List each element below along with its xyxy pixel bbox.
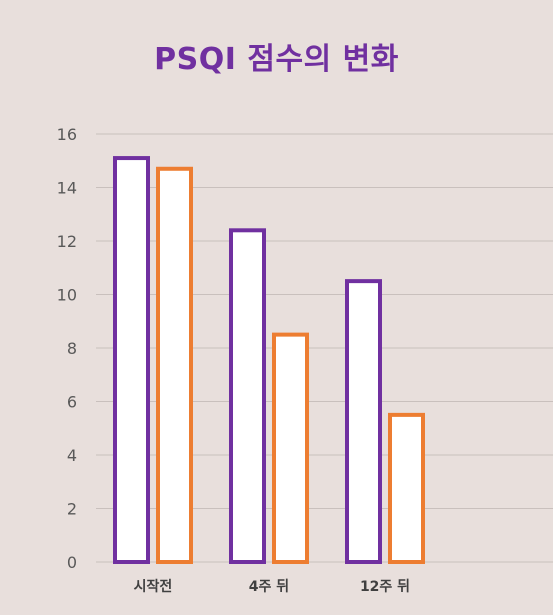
y-tick-label: 14	[57, 179, 77, 198]
y-tick-label: 4	[67, 446, 77, 465]
x-axis-labels: 시작전 4주 뒤 12주 뒤	[134, 578, 410, 595]
y-tick-label: 6	[67, 393, 77, 412]
bar-series-2	[388, 412, 425, 564]
y-tick-label: 16	[57, 125, 77, 144]
bar-series-2	[272, 332, 309, 564]
y-tick-label: 10	[57, 286, 77, 305]
bar-series-1	[229, 228, 266, 565]
bars	[113, 156, 425, 565]
y-axis-ticks: 0 2 4 6 8 10 12 14 16	[57, 125, 77, 572]
bar-series-1	[113, 156, 150, 564]
y-tick-label: 2	[67, 500, 77, 519]
x-category-label: 시작전	[134, 578, 173, 595]
bar-series-1	[345, 279, 382, 564]
chart-title: PSQI 점수의 변화	[154, 42, 399, 77]
bar-series-2	[156, 166, 193, 564]
y-tick-label: 0	[67, 553, 77, 572]
y-tick-label: 8	[67, 339, 77, 358]
x-category-label: 12주 뒤	[360, 579, 410, 595]
y-tick-label: 12	[57, 232, 77, 251]
x-category-label: 4주 뒤	[249, 579, 289, 595]
